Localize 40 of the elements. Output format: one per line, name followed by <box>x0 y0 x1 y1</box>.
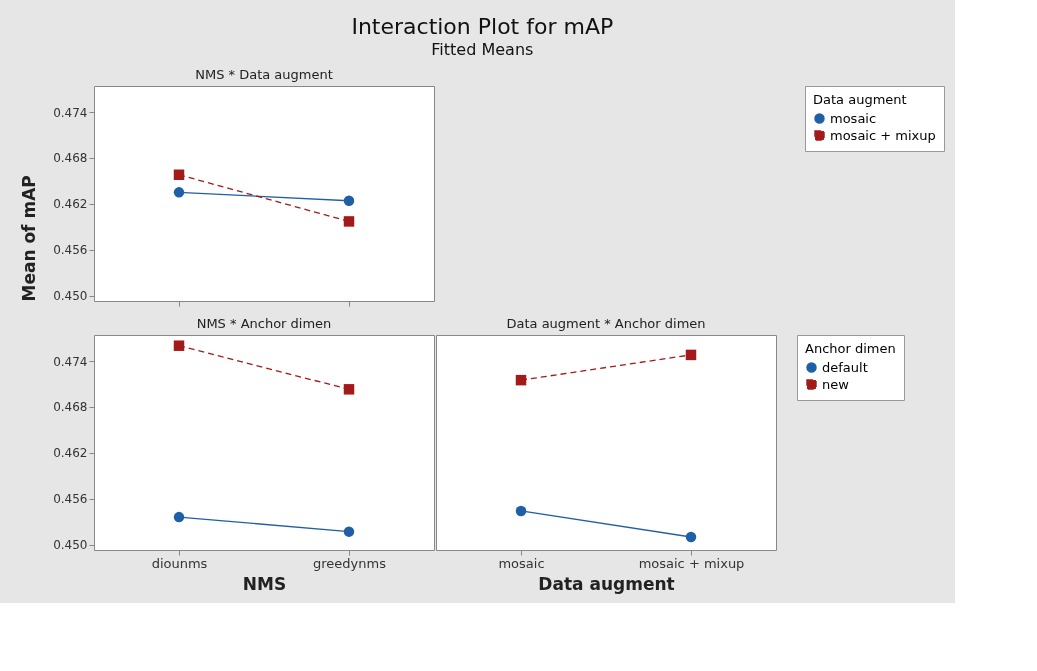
y-tick-label: 0.474 <box>53 354 88 369</box>
point <box>173 340 185 351</box>
x-tick-label: greedynms <box>313 555 387 571</box>
y-tick-label: 0.450 <box>53 538 88 553</box>
point <box>685 349 697 361</box>
y-tick-label: 0.468 <box>53 400 88 415</box>
y-tick-label: 0.462 <box>53 197 88 212</box>
x-tick-label: mosaic <box>498 555 545 571</box>
point <box>343 526 355 537</box>
y-tick-label: 0.474 <box>53 105 88 120</box>
point <box>515 505 527 517</box>
x-axis-title: NMS <box>242 573 287 594</box>
point <box>343 384 355 395</box>
y-tick-label: 0.450 <box>53 289 88 304</box>
chart-title: NMS * Data augment <box>195 67 333 82</box>
legend-label: default <box>822 359 868 375</box>
point <box>685 531 697 543</box>
y-tick-label: 0.456 <box>53 243 88 258</box>
point <box>173 187 185 198</box>
chart-title: Data augment * Anchor dimen <box>506 316 706 331</box>
legend-label: new <box>822 376 850 392</box>
legend-label: mosaic + mixup <box>830 127 936 143</box>
legend-title: Anchor dimen <box>805 341 896 356</box>
point <box>515 374 527 386</box>
point <box>173 511 185 523</box>
point <box>343 216 355 227</box>
legend-label: mosaic <box>830 110 877 126</box>
point <box>343 195 355 206</box>
point <box>173 169 185 180</box>
x-tick-label: mosaic + mixup <box>638 555 745 571</box>
text: Fitted Means <box>431 39 534 59</box>
x-tick-label: diounms <box>151 555 208 571</box>
y-tick-label: 0.456 <box>53 492 88 507</box>
text: Interaction Plot for mAP <box>351 13 614 39</box>
y-tick-label: 0.468 <box>53 151 88 166</box>
y-tick-label: 0.462 <box>53 446 88 461</box>
chart-title: NMS * Anchor dimen <box>196 316 332 331</box>
y-axis-title: Mean of mAP <box>19 175 40 302</box>
x-axis-title: Data augment <box>813 92 907 107</box>
legend-title: Data augment <box>538 573 675 594</box>
